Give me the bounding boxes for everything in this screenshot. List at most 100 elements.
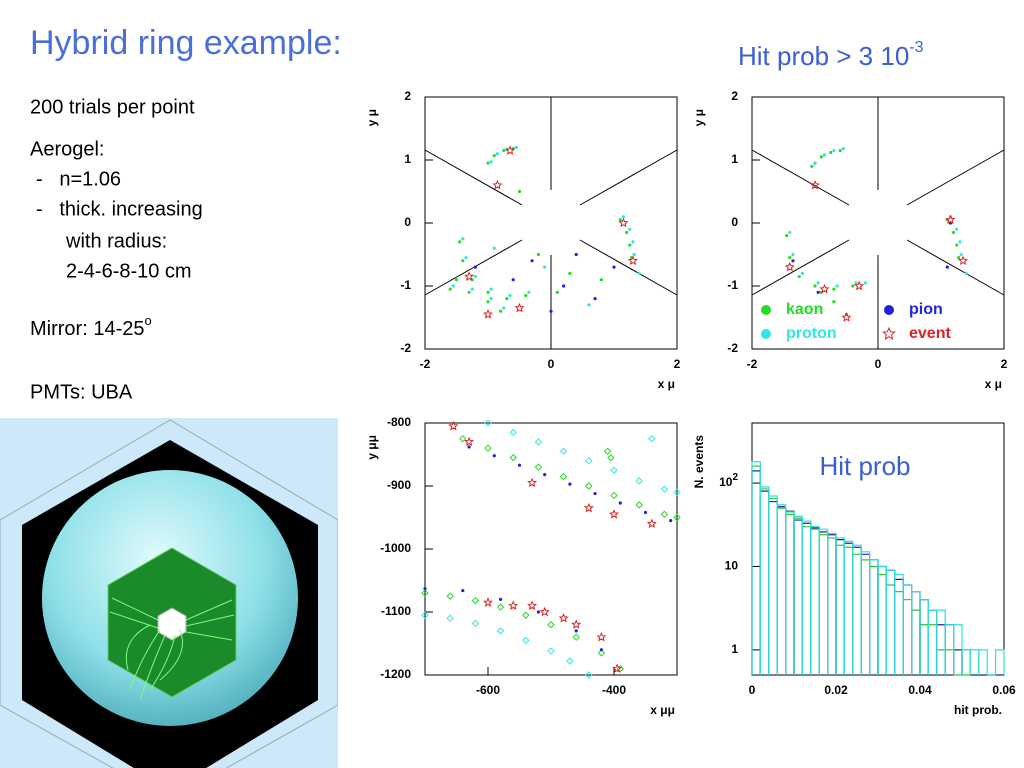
y-tick-label: -900 bbox=[387, 478, 411, 492]
point bbox=[832, 148, 836, 153]
pmts: PMTs: UBA bbox=[30, 381, 133, 403]
point bbox=[555, 290, 559, 294]
point bbox=[421, 589, 429, 597]
point bbox=[585, 671, 593, 679]
hist-bin bbox=[751, 465, 761, 675]
event-point bbox=[504, 145, 516, 155]
x-tick-label: 2 bbox=[1001, 357, 1008, 371]
point bbox=[631, 240, 635, 244]
point bbox=[628, 243, 632, 247]
hist-bin bbox=[818, 531, 829, 675]
hist-bin bbox=[810, 526, 820, 675]
point bbox=[593, 297, 597, 301]
legend-symbol bbox=[882, 326, 896, 340]
hist-bin bbox=[852, 553, 862, 675]
point bbox=[486, 161, 490, 165]
subtitle-text: Hit prob > 3 10 bbox=[738, 41, 909, 71]
point bbox=[451, 284, 455, 288]
point bbox=[509, 428, 517, 437]
point bbox=[618, 218, 622, 222]
hist-bin bbox=[751, 470, 761, 675]
point bbox=[559, 472, 568, 481]
hist-bin bbox=[894, 573, 904, 675]
point bbox=[816, 290, 820, 294]
point bbox=[496, 603, 505, 611]
point bbox=[813, 161, 817, 165]
point bbox=[959, 252, 963, 257]
point bbox=[822, 153, 827, 157]
event-point bbox=[841, 312, 852, 322]
point bbox=[549, 309, 553, 313]
hist-bin bbox=[827, 537, 837, 675]
point bbox=[791, 259, 795, 263]
y-tick-label: -1 bbox=[400, 278, 411, 292]
hist-bin bbox=[768, 498, 778, 675]
y-tick-label: -2 bbox=[727, 341, 738, 355]
point bbox=[574, 629, 578, 633]
hist-bin bbox=[843, 540, 854, 675]
hist-bin bbox=[835, 544, 845, 675]
y-tick-label: -1 bbox=[727, 278, 738, 292]
point bbox=[593, 491, 597, 496]
point bbox=[841, 147, 845, 151]
x-tick-label: -400 bbox=[602, 683, 626, 697]
hist-bin bbox=[911, 609, 921, 675]
hist-bin bbox=[801, 526, 812, 675]
event-point bbox=[819, 283, 830, 294]
annotation: Hit prob bbox=[819, 451, 910, 481]
point bbox=[522, 636, 530, 645]
point bbox=[543, 473, 547, 477]
point bbox=[599, 278, 604, 282]
hist-bin bbox=[810, 527, 820, 675]
x-axis-label: hit prob. bbox=[954, 703, 1002, 717]
sextant-lines bbox=[424, 97, 1005, 349]
point bbox=[585, 482, 593, 490]
point bbox=[517, 189, 522, 194]
point bbox=[819, 155, 823, 159]
event-point bbox=[854, 280, 865, 291]
point bbox=[612, 265, 616, 269]
point bbox=[423, 587, 427, 591]
event-point bbox=[627, 255, 638, 266]
x-tick-label: 0.02 bbox=[824, 683, 848, 697]
point bbox=[461, 259, 465, 263]
subtitle: Hit prob > 3 10-3 bbox=[738, 39, 924, 71]
point bbox=[421, 611, 429, 619]
point bbox=[511, 278, 515, 282]
y-tick-label: -1000 bbox=[380, 541, 411, 555]
x-axis-label: x μ bbox=[985, 377, 1002, 391]
point bbox=[492, 454, 496, 458]
point bbox=[524, 293, 528, 298]
point bbox=[505, 297, 509, 301]
x-tick-label: 0 bbox=[548, 357, 555, 371]
point bbox=[534, 438, 543, 446]
x-tick-label: -2 bbox=[420, 357, 431, 371]
plot-frame bbox=[424, 422, 678, 676]
y-tick-label: -800 bbox=[387, 415, 411, 429]
y-tick-label: 1 bbox=[731, 152, 738, 166]
y-tick-label: -1100 bbox=[381, 604, 411, 618]
hist-bin bbox=[810, 528, 820, 675]
y-tick-label: 2 bbox=[731, 89, 738, 103]
point bbox=[489, 297, 493, 301]
hist-bin bbox=[852, 546, 862, 675]
point bbox=[489, 287, 493, 291]
x-tick-label: -2 bbox=[747, 357, 758, 371]
y-axis-label: y μμ bbox=[365, 435, 379, 460]
point bbox=[502, 148, 506, 153]
point bbox=[800, 271, 805, 275]
hist-bin bbox=[860, 553, 871, 675]
y-axis-label: y μ bbox=[365, 109, 379, 126]
point bbox=[835, 284, 839, 288]
point bbox=[637, 271, 641, 275]
note: - thick. increasing bbox=[36, 198, 203, 220]
point bbox=[952, 230, 956, 235]
legend-label: proton bbox=[786, 325, 837, 342]
mirror-text: Mirror: 14-25 bbox=[30, 318, 144, 340]
y-tick-label: -1200 bbox=[380, 667, 411, 681]
event-point bbox=[448, 420, 459, 431]
hist-bin bbox=[759, 488, 770, 675]
hist-bin bbox=[818, 534, 829, 675]
event-point bbox=[945, 214, 956, 225]
